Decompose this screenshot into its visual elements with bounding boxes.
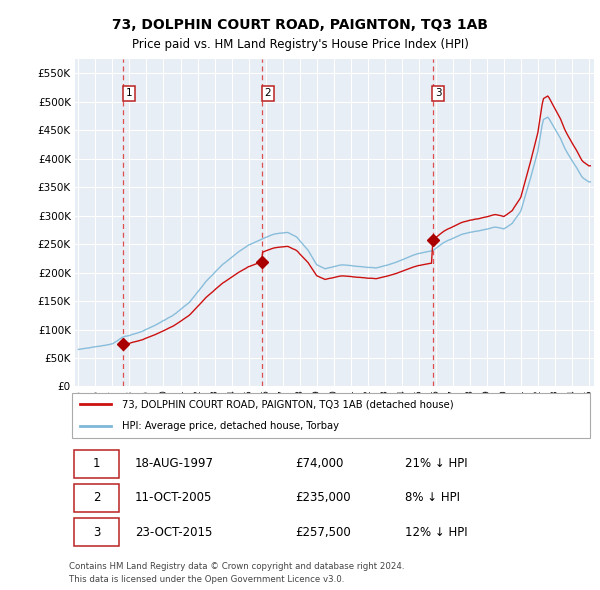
FancyBboxPatch shape <box>71 392 590 438</box>
Text: 18-AUG-1997: 18-AUG-1997 <box>134 457 214 470</box>
Text: £74,000: £74,000 <box>295 457 343 470</box>
Text: 3: 3 <box>93 526 101 539</box>
Text: 8% ↓ HPI: 8% ↓ HPI <box>405 491 460 504</box>
Text: 1: 1 <box>93 457 101 470</box>
Text: 3: 3 <box>435 88 442 99</box>
FancyBboxPatch shape <box>74 519 119 546</box>
Text: 12% ↓ HPI: 12% ↓ HPI <box>405 526 467 539</box>
Text: 23-OCT-2015: 23-OCT-2015 <box>134 526 212 539</box>
Text: 2: 2 <box>265 88 271 99</box>
Text: £257,500: £257,500 <box>295 526 350 539</box>
Text: 73, DOLPHIN COURT ROAD, PAIGNTON, TQ3 1AB (detached house): 73, DOLPHIN COURT ROAD, PAIGNTON, TQ3 1A… <box>121 399 453 409</box>
Text: 2: 2 <box>93 491 101 504</box>
FancyBboxPatch shape <box>74 450 119 477</box>
Text: This data is licensed under the Open Government Licence v3.0.: This data is licensed under the Open Gov… <box>69 575 344 584</box>
Text: HPI: Average price, detached house, Torbay: HPI: Average price, detached house, Torb… <box>121 421 338 431</box>
Text: Price paid vs. HM Land Registry's House Price Index (HPI): Price paid vs. HM Land Registry's House … <box>131 38 469 51</box>
Text: £235,000: £235,000 <box>295 491 350 504</box>
Text: 1: 1 <box>126 88 133 99</box>
FancyBboxPatch shape <box>74 484 119 512</box>
Text: Contains HM Land Registry data © Crown copyright and database right 2024.: Contains HM Land Registry data © Crown c… <box>69 562 404 571</box>
Text: 73, DOLPHIN COURT ROAD, PAIGNTON, TQ3 1AB: 73, DOLPHIN COURT ROAD, PAIGNTON, TQ3 1A… <box>112 18 488 32</box>
Text: 11-OCT-2005: 11-OCT-2005 <box>134 491 212 504</box>
Text: 21% ↓ HPI: 21% ↓ HPI <box>405 457 467 470</box>
